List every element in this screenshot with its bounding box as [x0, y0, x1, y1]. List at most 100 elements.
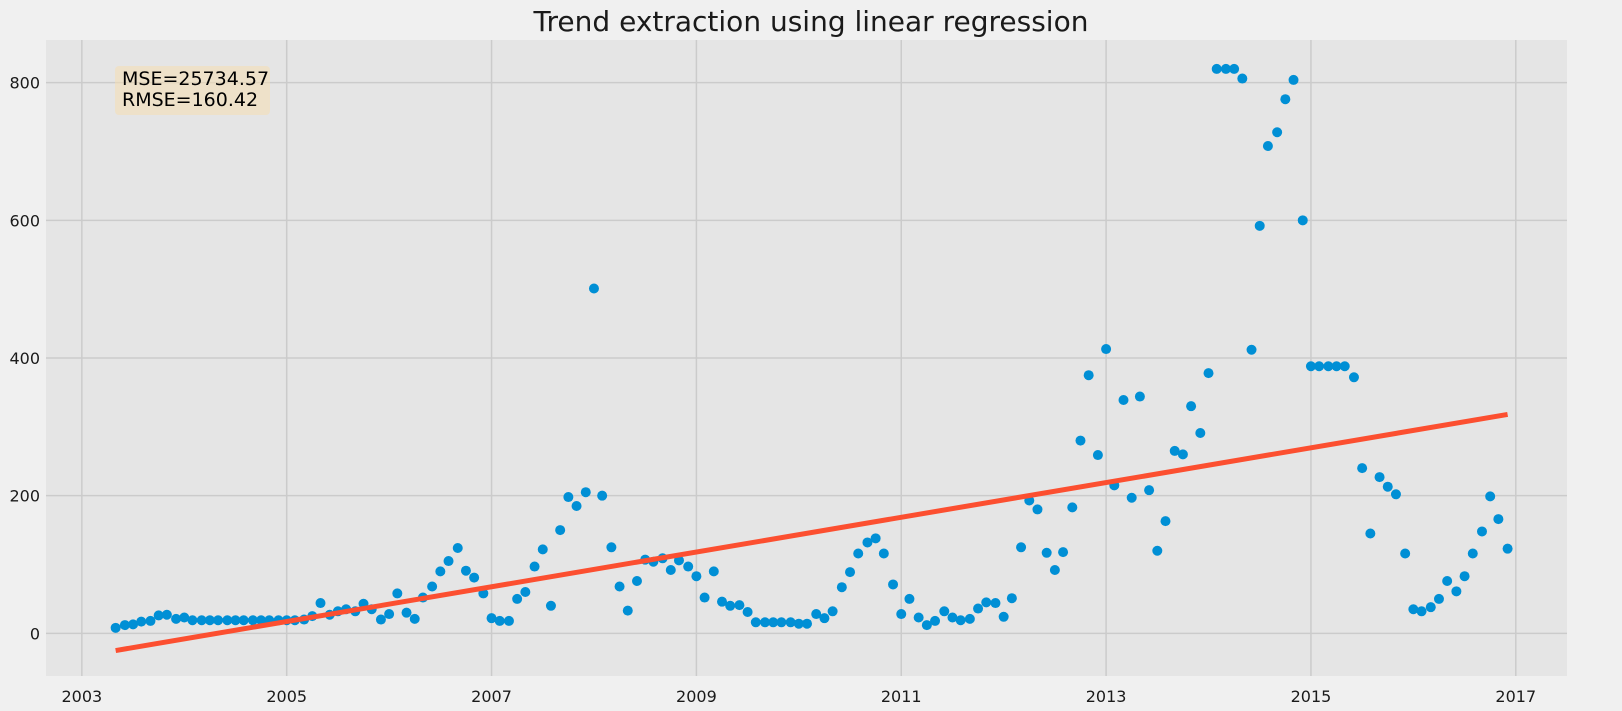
data-point: [955, 615, 966, 626]
data-point: [580, 487, 591, 498]
data-point: [1203, 368, 1214, 379]
y-tick-label: 800: [9, 74, 40, 93]
data-point: [256, 615, 267, 626]
data-point: [1502, 543, 1513, 554]
data-point: [981, 597, 992, 608]
y-tick-label: 200: [9, 487, 40, 506]
data-point: [1272, 127, 1283, 138]
data-point: [1288, 74, 1299, 85]
data-point: [827, 606, 838, 617]
data-point: [1331, 361, 1342, 372]
data-point: [1433, 593, 1444, 604]
data-point: [776, 617, 787, 628]
data-point: [315, 598, 326, 609]
data-point: [862, 537, 873, 548]
grid-lines: [46, 40, 1567, 676]
data-point: [1220, 63, 1231, 74]
data-point: [1374, 472, 1385, 483]
x-tick-label: 2003: [61, 687, 102, 706]
data-point: [1152, 545, 1163, 556]
data-point: [238, 615, 249, 626]
x-tick-label: 2017: [1495, 687, 1536, 706]
data-point: [622, 605, 633, 616]
data-point: [1041, 547, 1052, 558]
data-point: [1058, 547, 1069, 558]
data-point: [1067, 502, 1078, 513]
data-point: [1485, 491, 1496, 502]
x-tick-label: 2011: [881, 687, 922, 706]
metrics-annotation: MSE=25734.57 RMSE=160.42: [115, 66, 270, 115]
data-point: [998, 611, 1009, 622]
data-point: [1246, 344, 1257, 355]
data-point: [1092, 450, 1103, 461]
data-point: [717, 596, 727, 607]
data-point: [930, 615, 941, 626]
data-point: [990, 598, 1001, 609]
data-point: [1476, 526, 1487, 537]
data-point: [785, 617, 796, 628]
data-point: [973, 603, 984, 614]
data-point: [921, 620, 932, 631]
trend-line: [115, 411, 1509, 653]
data-point: [145, 615, 156, 626]
data-point: [213, 615, 224, 626]
data-point: [1416, 606, 1427, 617]
data-point: [1134, 391, 1145, 402]
data-point: [819, 613, 830, 624]
data-point: [1365, 528, 1376, 539]
data-point: [1229, 63, 1240, 74]
data-point: [1049, 565, 1060, 575]
data-point: [443, 556, 454, 567]
data-points: [110, 63, 1513, 633]
data-point: [128, 619, 139, 630]
data-point: [204, 615, 215, 626]
data-point: [1144, 485, 1155, 496]
data-point: [699, 592, 710, 603]
data-point: [1467, 548, 1478, 559]
data-point: [409, 613, 420, 624]
data-point: [537, 544, 548, 555]
annotation-rmse: RMSE=160.42: [122, 89, 258, 111]
data-point: [760, 617, 771, 628]
data-point: [904, 593, 915, 604]
data-point: [110, 622, 121, 633]
data-point: [179, 612, 190, 623]
data-point: [683, 561, 694, 572]
data-point: [1305, 361, 1316, 372]
data-point: [384, 609, 395, 620]
data-point: [793, 618, 804, 629]
y-tick-label: 400: [9, 349, 40, 368]
data-point: [196, 615, 207, 626]
data-point: [597, 490, 608, 501]
data-point: [802, 618, 813, 629]
data-point: [1314, 361, 1325, 372]
data-point: [486, 613, 497, 624]
x-axis-ticks: 2003 2005 2007 2009 2011 2013 2015 2017: [61, 687, 1536, 706]
data-point: [1237, 73, 1248, 84]
data-point: [742, 606, 753, 617]
data-point: [1408, 604, 1419, 615]
x-tick-label: 2005: [266, 687, 307, 706]
data-point: [545, 600, 556, 611]
data-point: [571, 500, 582, 511]
data-point: [1280, 94, 1291, 105]
data-point: [247, 615, 258, 626]
data-point: [1032, 504, 1043, 515]
data-point: [845, 567, 856, 578]
data-point: [230, 615, 241, 626]
data-point: [614, 581, 625, 592]
data-point: [939, 606, 950, 617]
data-point: [171, 613, 182, 624]
data-point: [555, 525, 566, 536]
data-point: [503, 615, 514, 626]
y-tick-label: 600: [9, 211, 40, 230]
data-point: [725, 600, 736, 611]
data-point: [1211, 63, 1222, 74]
x-tick-label: 2015: [1291, 687, 1332, 706]
data-point: [1390, 489, 1401, 500]
data-point: [136, 616, 147, 627]
data-point: [811, 609, 822, 620]
data-point: [1195, 428, 1206, 439]
data-point: [691, 571, 702, 582]
data-point: [964, 613, 975, 624]
